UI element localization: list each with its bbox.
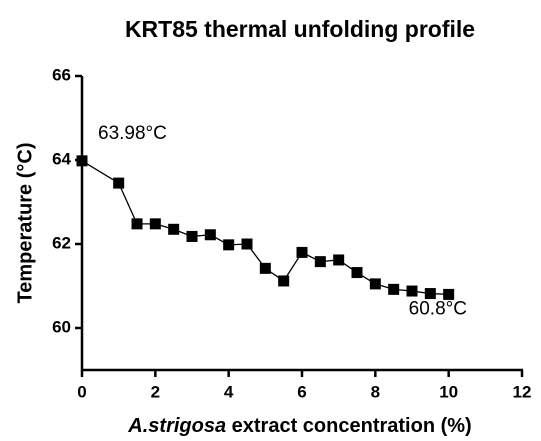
annotation: 63.98°C [98, 123, 167, 144]
data-point [131, 218, 143, 230]
y-tick-label: 60 [52, 317, 71, 336]
data-point [388, 283, 400, 295]
data-point [443, 288, 455, 300]
data-point [296, 246, 308, 258]
annotation: 60.8°C [409, 298, 467, 319]
data-point [186, 230, 198, 242]
x-axis-label-part: extract concentration (%) [226, 415, 472, 437]
y-axis-label: Temperature (°C) [14, 143, 36, 304]
data-point [314, 256, 326, 268]
data-point [351, 267, 363, 279]
data-point [333, 254, 345, 266]
data-point [259, 262, 271, 274]
x-tick-label: 12 [513, 382, 532, 401]
data-point [168, 223, 180, 235]
data-point [204, 229, 216, 241]
data-point [149, 218, 161, 230]
y-tick-label: 64 [52, 149, 71, 168]
x-tick-label: 0 [77, 382, 86, 401]
x-tick-label: 10 [439, 382, 458, 401]
y-tick-label: 62 [52, 233, 71, 252]
x-tick-label: 4 [224, 382, 234, 401]
data-point [223, 239, 235, 251]
x-axis-label-part: A.strigosa [127, 415, 226, 437]
data-point [241, 238, 253, 250]
data-point [424, 288, 436, 300]
y-tick-label: 66 [52, 65, 71, 84]
x-tick-label: 6 [297, 382, 306, 401]
x-axis-label: A.strigosa extract concentration (%) [127, 415, 471, 437]
data-point [113, 177, 125, 189]
x-tick-label: 8 [371, 382, 380, 401]
data-point [278, 275, 290, 287]
chart-title: KRT85 thermal unfolding profile [125, 16, 475, 42]
data-point [406, 285, 418, 297]
x-tick-label: 2 [151, 382, 160, 401]
data-point [369, 278, 381, 290]
data-point [76, 155, 88, 167]
